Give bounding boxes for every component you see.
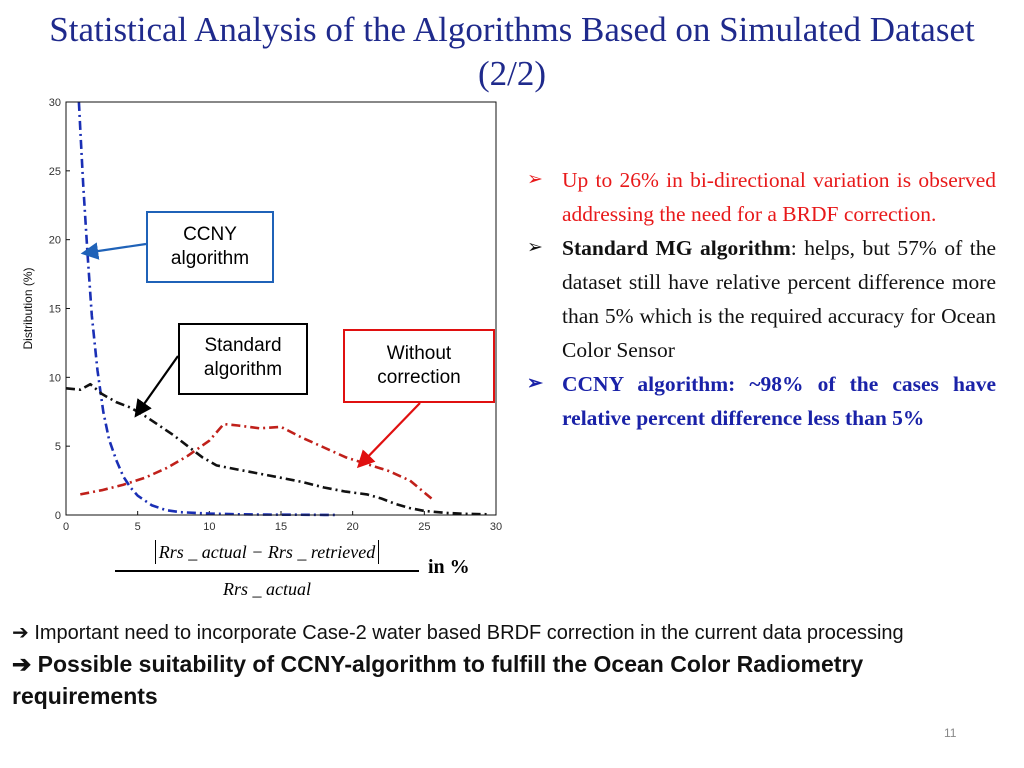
standard-callout-arrow xyxy=(134,355,179,418)
y-tick-label: 15 xyxy=(49,304,61,316)
y-tick-label: 5 xyxy=(55,441,61,453)
without-correction-callout-arrow xyxy=(356,402,421,469)
conclusion-brdf: ➔ Important need to incorporate Case-2 w… xyxy=(12,622,904,644)
finding-lead: Standard MG algorithm xyxy=(562,236,791,260)
formula-denominator: Rrs _ actual xyxy=(223,578,311,599)
page-number: 11 xyxy=(944,726,957,740)
formula-numerator: Rrs _ actual − Rrs _ retrieved xyxy=(154,540,380,564)
finding-bidirectional: ➢ Up to 26% in bi-directional variation … xyxy=(525,163,996,231)
findings-list: ➢ Up to 26% in bi-directional variation … xyxy=(525,163,996,435)
chart-ticks: 0 5 10 15 20 25 30 0 5 10 15 20 25 30 xyxy=(49,97,502,533)
callout-arrows xyxy=(80,242,421,469)
finding-text: Up to 26% in bi-directional variation is… xyxy=(562,168,996,226)
arrow-bullet-icon: ➢ xyxy=(527,237,543,258)
arrow-bullet-icon: ➢ xyxy=(527,169,543,190)
formula-unit: in % xyxy=(428,556,470,578)
relative-difference-formula: Rrs _ actual − Rrs _ retrieved Rrs _ act… xyxy=(112,540,422,600)
series-line-ccny-algorithm xyxy=(77,101,339,517)
ccny-callout-arrow xyxy=(80,242,147,260)
finding-text: CCNY algorithm: ~98% of the cases have r… xyxy=(562,372,996,430)
x-tick-label: 0 xyxy=(63,521,69,533)
x-tick-label: 30 xyxy=(490,521,502,533)
finding-standard-mg: ➢ Standard MG algorithm: helps, but 57% … xyxy=(525,231,996,367)
x-tick-label: 20 xyxy=(347,521,359,533)
x-tick-label: 5 xyxy=(135,521,141,533)
finding-text: : helps, but 57% of the dataset still ha… xyxy=(562,236,996,362)
standard-callout: Standard algorithm xyxy=(178,323,308,395)
y-tick-label: 0 xyxy=(55,510,61,522)
conclusion-ccny: ➔ Possible suitability of CCNY-algorithm… xyxy=(12,651,864,709)
slide-title: Statistical Analysis of the Algorithms B… xyxy=(49,10,975,93)
conclusions: ➔ Important need to incorporate Case-2 w… xyxy=(12,620,1002,712)
series-line-without-correction xyxy=(80,422,433,500)
x-tick-label: 10 xyxy=(203,521,215,533)
without-correction-callout: Without correction xyxy=(343,329,495,403)
fraction-bar xyxy=(115,570,419,572)
plot-frame xyxy=(65,101,497,516)
y-tick-label: 10 xyxy=(49,372,61,384)
chart-series xyxy=(65,101,489,517)
chart-svg: 0 5 10 15 20 25 30 0 5 10 15 20 25 30 Distribution (%… xyxy=(21,97,502,533)
y-tick-label: 20 xyxy=(49,235,61,247)
finding-ccny: ➢ CCNY algorithm: ~98% of the cases have… xyxy=(525,367,996,435)
y-tick-label: 25 xyxy=(49,166,61,178)
y-axis-label: Distribution (%) xyxy=(21,267,35,349)
x-tick-label: 15 xyxy=(275,521,287,533)
distribution-chart: 0 5 10 15 20 25 30 0 5 10 15 20 25 30 Distribution (%… xyxy=(18,92,518,540)
ccny-callout: CCNY algorithm xyxy=(146,211,274,283)
x-tick-label: 25 xyxy=(418,521,430,533)
y-tick-label: 30 xyxy=(49,97,61,109)
arrow-bullet-icon: ➢ xyxy=(527,373,543,394)
series-line-standard-algorithm xyxy=(65,382,489,516)
